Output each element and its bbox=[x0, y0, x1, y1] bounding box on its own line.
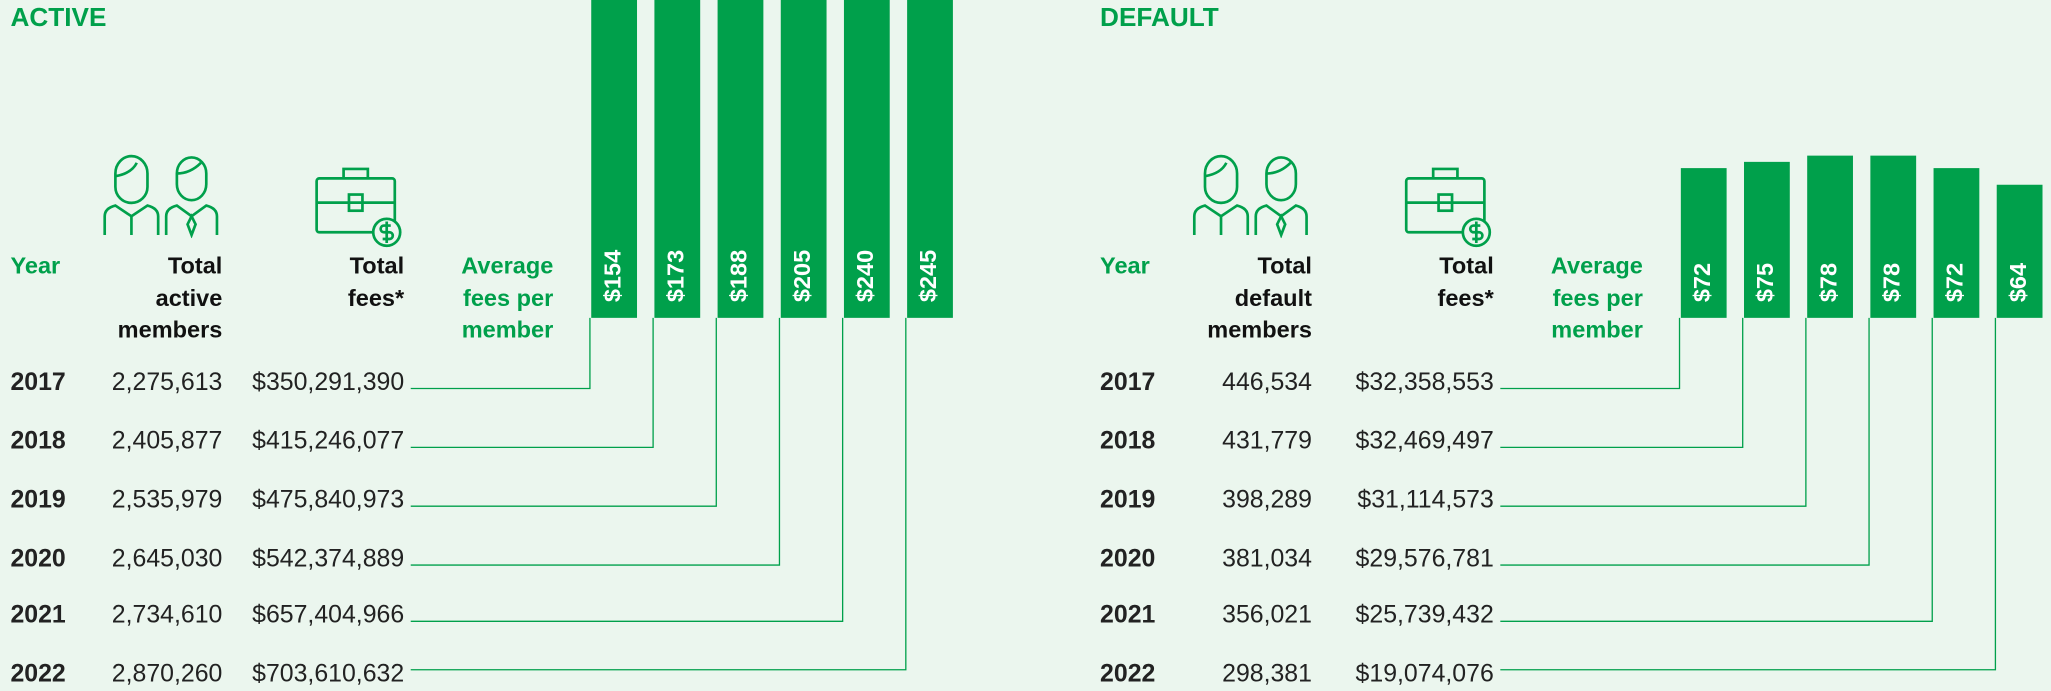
bar-label: $245 bbox=[915, 250, 941, 302]
year: 2019 bbox=[10, 486, 66, 515]
bar-label: $75 bbox=[1752, 263, 1778, 302]
members-header: Total active members bbox=[117, 252, 223, 343]
connector bbox=[1500, 317, 1997, 671]
connector bbox=[410, 317, 844, 622]
connector bbox=[410, 317, 654, 449]
bar bbox=[1996, 184, 2043, 318]
panel-title: ACTIVE bbox=[10, 3, 107, 33]
fees: $657,404,966 bbox=[252, 601, 405, 630]
bar-label: $240 bbox=[852, 250, 878, 302]
year: 2017 bbox=[1100, 368, 1156, 397]
average-header: Average fees per member bbox=[461, 252, 554, 343]
bar bbox=[1680, 168, 1727, 318]
fees: $475,840,973 bbox=[252, 486, 405, 515]
bar-label: $64 bbox=[2005, 263, 2031, 302]
bar-label: $188 bbox=[726, 250, 752, 302]
year: 2018 bbox=[10, 427, 66, 456]
fees-header: Total fees* bbox=[347, 252, 405, 311]
connector bbox=[1500, 317, 1933, 622]
year: 2022 bbox=[10, 660, 66, 689]
average-header: Average fees per member bbox=[1550, 252, 1643, 343]
members-header: Total default members bbox=[1207, 252, 1312, 343]
members: 2,645,030 bbox=[111, 545, 223, 573]
members: 2,734,610 bbox=[111, 601, 223, 630]
members: 2,275,613 bbox=[111, 368, 223, 397]
year: 2018 bbox=[1100, 427, 1156, 456]
bar bbox=[907, 0, 953, 318]
members: 356,021 bbox=[1222, 601, 1312, 630]
connector bbox=[1500, 317, 1744, 449]
fees: $19,074,076 bbox=[1355, 660, 1494, 689]
fees: $703,610,632 bbox=[252, 660, 405, 689]
bar-label: $154 bbox=[599, 250, 625, 302]
year: 2020 bbox=[10, 545, 66, 573]
fees: $542,374,889 bbox=[252, 545, 405, 573]
year: 2020 bbox=[1100, 545, 1156, 573]
fees: $31,114,573 bbox=[1357, 486, 1494, 515]
bar bbox=[654, 0, 701, 318]
bar-label: $78 bbox=[1815, 263, 1841, 302]
fees: $25,739,432 bbox=[1355, 601, 1494, 630]
bar-label: $205 bbox=[789, 250, 815, 302]
fees: $29,576,781 bbox=[1355, 545, 1494, 573]
fees: $32,358,553 bbox=[1355, 368, 1494, 397]
bar-label: $78 bbox=[1878, 263, 1904, 302]
members-icon bbox=[1192, 154, 1308, 237]
fees-icon bbox=[315, 167, 402, 248]
connector bbox=[1500, 317, 1870, 566]
bar bbox=[1933, 168, 1980, 318]
members: 298,381 bbox=[1222, 660, 1312, 689]
year: 2021 bbox=[10, 601, 66, 630]
connector bbox=[410, 317, 717, 507]
bar bbox=[717, 0, 764, 318]
fees: $350,291,390 bbox=[252, 368, 405, 397]
year-header: Year bbox=[1100, 252, 1150, 279]
members: 431,779 bbox=[1222, 427, 1312, 456]
bar-label: $72 bbox=[1689, 263, 1715, 302]
members: 2,535,979 bbox=[111, 486, 223, 515]
members: 398,289 bbox=[1222, 486, 1312, 515]
year: 2017 bbox=[10, 368, 66, 397]
bar-label: $72 bbox=[1942, 263, 1968, 302]
fees: $32,469,497 bbox=[1355, 427, 1494, 456]
fees: $415,246,077 bbox=[252, 427, 405, 456]
bar-label: $173 bbox=[663, 250, 689, 302]
year: 2021 bbox=[1100, 601, 1156, 630]
year: 2022 bbox=[1100, 660, 1156, 689]
fees-icon bbox=[1404, 167, 1492, 248]
bar bbox=[843, 0, 890, 318]
members: 381,034 bbox=[1222, 545, 1312, 573]
bar bbox=[1807, 155, 1853, 318]
connector bbox=[410, 317, 907, 671]
fees-header: Total fees* bbox=[1437, 252, 1494, 311]
bar bbox=[1744, 161, 1790, 318]
bar bbox=[1870, 155, 1917, 318]
bar bbox=[780, 0, 827, 318]
members: 2,870,260 bbox=[111, 660, 223, 689]
bar bbox=[591, 0, 638, 318]
members: 446,534 bbox=[1222, 368, 1312, 397]
connector bbox=[410, 317, 781, 566]
members-icon bbox=[103, 154, 219, 237]
year-header: Year bbox=[10, 252, 61, 279]
panel-title: DEFAULT bbox=[1100, 3, 1219, 33]
connector bbox=[1500, 317, 1681, 390]
year: 2019 bbox=[1100, 486, 1156, 515]
connector bbox=[410, 317, 591, 390]
connector bbox=[1500, 317, 1807, 507]
members: 2,405,877 bbox=[111, 427, 223, 456]
